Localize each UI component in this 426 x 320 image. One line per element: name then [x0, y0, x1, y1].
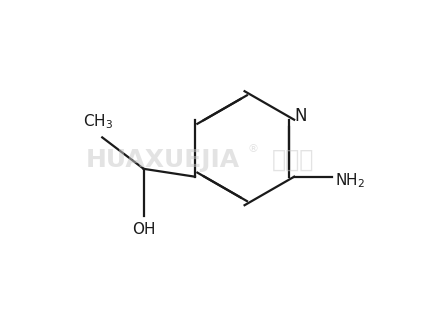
Text: N: N [295, 107, 307, 125]
Text: OH: OH [132, 222, 155, 237]
Text: 化学加: 化学加 [272, 148, 314, 172]
Text: NH$_2$: NH$_2$ [334, 171, 365, 190]
Text: CH$_3$: CH$_3$ [83, 112, 113, 131]
Text: ®: ® [248, 144, 259, 154]
Text: HUAXUEJIA: HUAXUEJIA [86, 148, 239, 172]
